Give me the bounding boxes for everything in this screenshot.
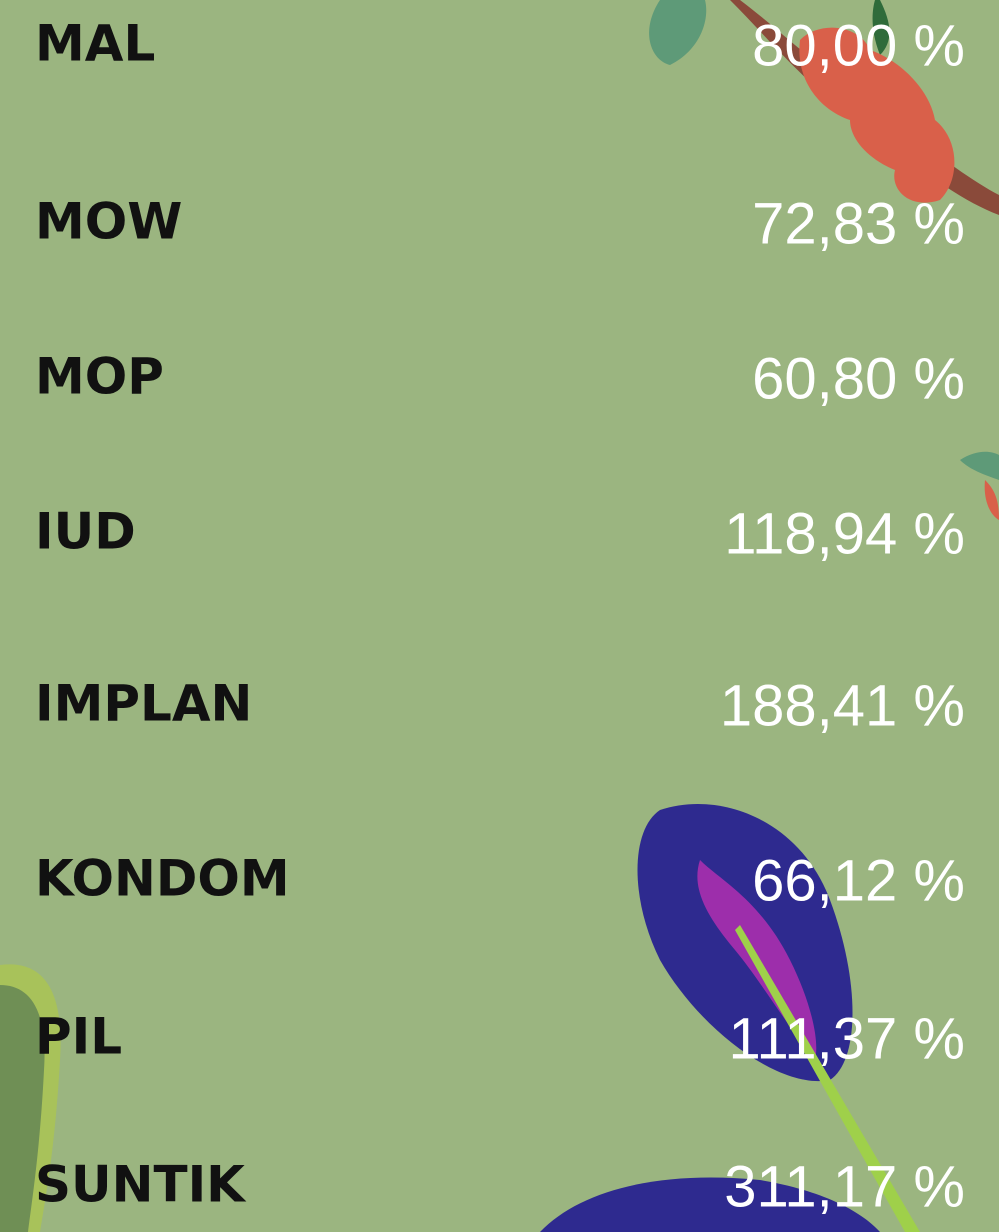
item-value: 118,94 % bbox=[724, 501, 965, 566]
item-value: 72,83 % bbox=[752, 191, 965, 256]
item-value: 80,00 % bbox=[752, 13, 965, 78]
item-value: 311,17 % bbox=[724, 1154, 965, 1219]
item-label: MAL bbox=[35, 15, 155, 73]
item-label: MOW bbox=[35, 193, 182, 251]
item-value: 66,12 % bbox=[752, 848, 965, 913]
item-label: PIL bbox=[35, 1008, 122, 1066]
item-value: 188,41 % bbox=[720, 673, 965, 738]
item-value: 60,80 % bbox=[752, 346, 965, 411]
item-label: IMPLAN bbox=[35, 675, 252, 733]
item-value: 111,37 % bbox=[729, 1006, 965, 1071]
item-label: MOP bbox=[35, 348, 164, 406]
item-label: IUD bbox=[35, 503, 136, 561]
item-label: KONDOM bbox=[35, 850, 290, 908]
item-label: SUNTIK bbox=[35, 1156, 247, 1214]
